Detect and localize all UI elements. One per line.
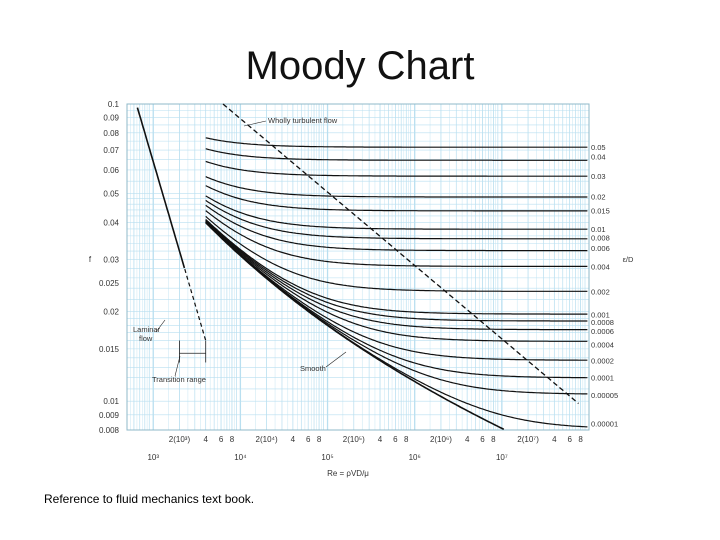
friction-curve [205,148,588,161]
friction-curve [205,176,588,198]
annotation-leader [243,120,267,127]
y-tick-label: 0.015 [99,345,120,354]
friction-curve [205,204,588,252]
friction-curve [205,220,588,331]
roughness-label: 0.00005 [591,391,618,400]
x-tick-label: 6 [480,435,485,444]
smooth-label: Smooth [300,364,326,373]
y-tick-label: 0.025 [99,279,120,288]
friction-curve [205,210,588,267]
x-tick-label: 2(10⁷) [517,435,539,444]
x-tick-label-major: 10⁴ [234,453,247,462]
friction-curve [205,220,588,342]
x-tick-label: 2(10³) [169,435,191,444]
x-tick-label: 4 [291,435,296,444]
x-tick-label-major: 10³ [147,453,159,462]
friction-curve [205,195,588,230]
x-tick-label: 6 [567,435,572,444]
roughness-label: 0.002 [591,287,610,296]
x-tick-label: 8 [578,435,583,444]
roughness-label: 0.0001 [591,374,614,383]
right-axis-label: ε/D [623,255,634,264]
roughness-label: 0.00001 [591,420,618,429]
y-tick-label: 0.05 [103,189,119,198]
friction-curve [205,221,588,395]
y-tick-label: 0.009 [99,411,120,420]
y-tick-label: 0.008 [99,426,120,435]
laminar-line [136,107,186,269]
annotation-leader [325,351,347,368]
transition-label: Transition range [152,375,206,384]
x-tick-label-major: 10⁶ [409,453,421,462]
y-tick-label: 0.07 [103,146,119,155]
annotation-leader [155,319,166,333]
x-tick-label: 6 [306,435,311,444]
friction-curve [205,222,505,431]
roughness-label: 0.01 [591,225,606,234]
laminar-label: Laminar [133,325,161,334]
roughness-label: 0.0006 [591,327,614,336]
friction-curve [205,221,588,361]
y-axis-label: f [89,255,92,264]
y-tick-label: 0.01 [103,397,119,406]
x-tick-label: 8 [491,435,496,444]
x-tick-label: 4 [552,435,557,444]
footnote: Reference to fluid mechanics text book. [44,492,255,506]
y-tick-label: 0.04 [103,218,119,227]
y-tick-label: 0.02 [103,308,119,317]
axis-labels: 0.10.090.080.070.060.050.040.030.0250.02… [89,100,634,478]
slide-title: Moody Chart [245,44,475,88]
y-tick-label: 0.08 [103,129,119,138]
roughness-label: 0.015 [591,207,610,216]
roughness-label: 0.02 [591,193,606,202]
x-tick-label: 2(10⁴) [256,435,278,444]
roughness-label: 0.008 [591,233,610,242]
friction-curve [205,219,588,322]
x-tick-label: 2(10⁶) [430,435,452,444]
roughness-label: 0.0004 [591,341,614,350]
y-tick-label: 0.1 [108,100,120,109]
x-tick-label: 2(10⁵) [343,435,365,444]
x-tick-label-major: 10⁵ [321,453,333,462]
roughness-label: 0.05 [591,143,606,152]
x-tick-label-major: 10⁷ [496,453,508,462]
x-tick-label: 4 [465,435,470,444]
roughness-label: 0.04 [591,152,606,161]
roughness-label: 0.0002 [591,357,614,366]
wholly-turbulent-boundary [222,103,579,404]
roughness-label: 0.0008 [591,318,614,327]
x-tick-label: 8 [317,435,322,444]
roughness-label: 0.004 [591,262,610,271]
friction-curve [205,137,588,148]
x-tick-label: 4 [203,435,208,444]
x-tick-label: 8 [230,435,235,444]
friction-curve [205,215,588,292]
laminar-label: flow [139,334,153,343]
wholly-turbulent-label: Wholly turbulent flow [268,116,338,125]
y-tick-label: 0.09 [103,114,119,123]
annotation-leader [174,355,181,377]
y-tick-label: 0.03 [103,255,119,264]
roughness-label: 0.03 [591,172,606,181]
roughness-label: 0.001 [591,310,610,319]
x-tick-label: 8 [404,435,409,444]
friction-curve [205,218,588,315]
x-tick-label: 4 [378,435,383,444]
friction-curve [205,160,588,177]
friction-curve [205,185,588,212]
roughness-label: 0.006 [591,244,610,253]
plot-frame [126,103,590,431]
friction-curves [136,103,588,431]
x-tick-label: 6 [393,435,398,444]
x-axis-label: Re = ρVD/μ [327,469,369,478]
laminar-extension-line [184,268,207,341]
friction-curve [205,199,588,240]
y-tick-label: 0.06 [103,166,119,175]
x-tick-label: 6 [219,435,224,444]
